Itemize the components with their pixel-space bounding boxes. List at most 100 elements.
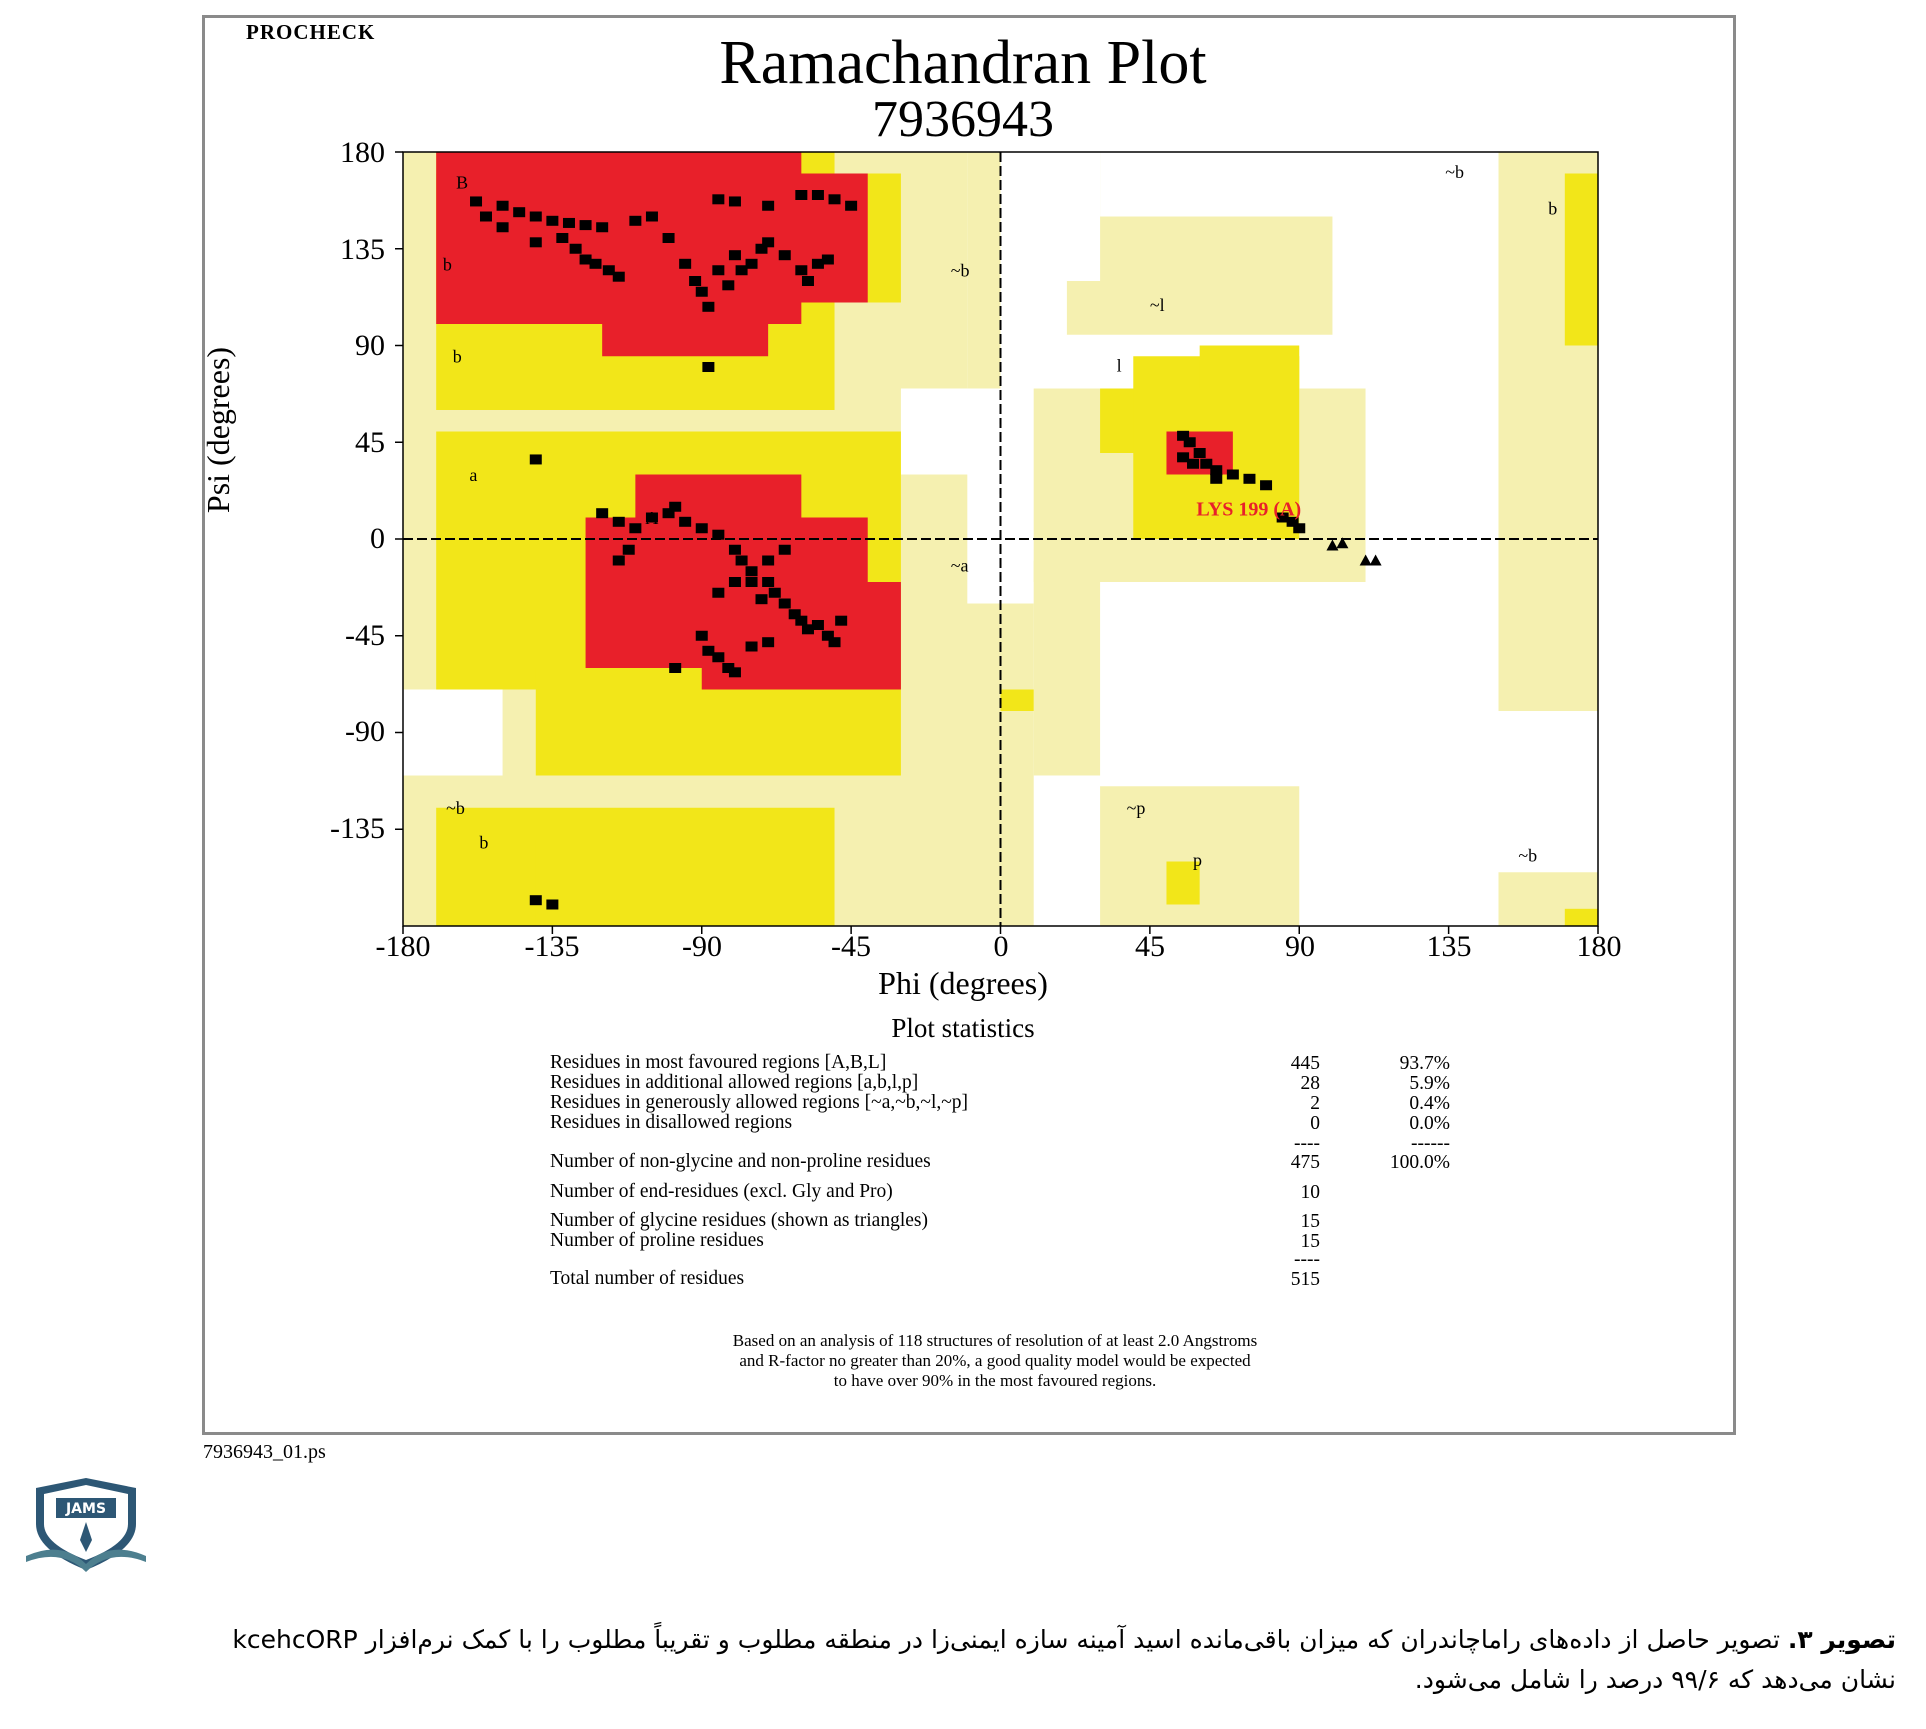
x-tick-label: -135 [524,930,580,963]
residue-point [762,200,775,211]
residue-point [596,508,609,519]
caption-text-1: تصویر حاصل از داده‌های راماچاندران که می… [232,1625,1780,1654]
residue-point [529,454,542,465]
stats-total-count: 515 [1290,1269,1320,1290]
residue-point [579,254,592,265]
residue-point [695,630,708,641]
region-label: a [469,465,477,485]
residue-point [762,637,775,648]
x-tick-label: -45 [831,930,871,963]
stats-divider: ---- [1294,1133,1320,1154]
region-label: ~a [951,555,969,575]
stats-row-count: 0 [1310,1113,1320,1134]
stats-title: Plot statistics [891,1013,1035,1043]
glycine-triangle [1326,539,1339,551]
residue-point [821,630,834,641]
residue-point [762,555,775,566]
residue-point [745,577,758,587]
region-disallowed [900,388,1001,475]
region-additional-allowed [1564,173,1598,346]
residue-point [1260,480,1273,491]
residue-point [735,555,748,566]
residue-point [811,620,824,630]
residue-point [778,250,791,261]
region-additional-allowed [1564,908,1598,926]
residue-point [702,645,715,656]
residue-point [778,598,791,609]
residue-point [645,512,658,523]
residue-point [645,211,658,222]
stats-non-gly-pct: 100.0% [1389,1152,1450,1173]
residue-point [629,215,642,226]
residue-point [496,200,509,211]
residue-point [728,196,741,207]
stats-row-label: Residues in additional allowed regions [… [550,1072,919,1093]
residue-point [728,577,741,587]
residue-point [735,265,748,276]
residue-point [788,609,801,620]
residue-point [689,276,702,286]
region-disallowed [1332,603,1499,926]
region-label: ~b [1518,846,1537,866]
residue-point [679,516,692,527]
stats-row-label: Residues in generously allowed regions [… [550,1092,969,1113]
residue-point [602,265,615,276]
region-label: l [1117,355,1122,375]
stats-row-pct: 5.9% [1409,1073,1450,1094]
region-additional-allowed [1166,861,1200,905]
region-label: b [453,347,462,367]
caption-lead: تصویر ۳. [1787,1625,1896,1654]
residue-point [695,523,708,534]
stats-pro-label: Number of proline residues [550,1230,764,1251]
residue-point [556,233,569,243]
residue-annotation: LYS 199 (A) [1196,498,1301,520]
residue-point [1193,448,1206,458]
residue-point [579,220,592,231]
residue-point [1187,458,1200,469]
stats-row-pct: 93.7% [1399,1053,1450,1074]
y-tick-label: 45 [355,426,385,459]
stats-gly-label: Number of glycine residues (shown as tri… [550,1210,928,1231]
region-generously-allowed [1100,786,1300,926]
region-label: b [443,254,452,274]
residue-point [712,529,725,540]
stats-row-count: 28 [1300,1073,1321,1094]
region-label: b [1548,198,1557,218]
stats-note-line: to have over 90% in the most favoured re… [833,1371,1157,1390]
residue-point [801,624,814,635]
residue-point [1210,465,1223,476]
x-tick-label: 0 [993,930,1009,963]
residue-point [728,544,741,555]
y-tick-label: -45 [345,619,385,652]
residue-point [569,243,582,254]
residue-point [728,250,741,261]
residue-point [712,652,725,663]
residue-point [712,194,725,205]
stats-row-count: 445 [1290,1053,1320,1074]
x-tick-label: 135 [1426,930,1472,963]
residue-point [762,577,775,587]
region-label: B [456,173,468,193]
stats-non-gly-label: Number of non-glycine and non-proline re… [550,1151,931,1172]
y-tick-label: 90 [355,329,385,362]
residue-point [479,211,492,222]
residue-point [745,566,758,577]
stats-total-label: Total number of residues [550,1268,745,1289]
residue-point [778,544,791,555]
residue-point [1226,469,1239,480]
y-tick-label: 135 [340,233,385,266]
y-axis-label: Psi (degrees) [200,346,236,514]
y-tick-label: -135 [330,812,385,845]
residue-point [1200,458,1213,469]
residue-point [728,667,741,678]
residue-point [722,280,735,291]
residue-point [762,237,775,248]
residue-point [1177,452,1190,463]
logo-text: JAMS [65,1501,106,1517]
residue-point [821,254,834,265]
residue-point [622,544,635,555]
residue-point [845,200,858,211]
stats-row-pct: 0.0% [1409,1113,1450,1134]
residue-point [662,508,675,519]
